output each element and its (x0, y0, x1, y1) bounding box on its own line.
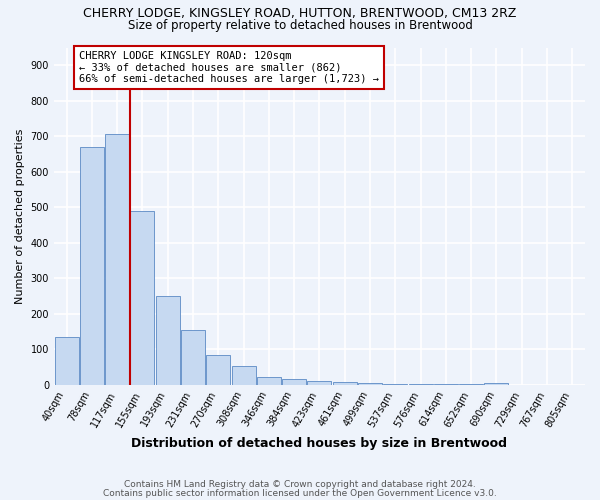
Bar (484, 382, 508, 384)
Bar (257, 377, 281, 384)
Text: CHERRY LODGE, KINGSLEY ROAD, HUTTON, BRENTWOOD, CM13 2RZ: CHERRY LODGE, KINGSLEY ROAD, HUTTON, BRE… (83, 8, 517, 20)
Bar (282, 380, 306, 384)
Bar (333, 382, 357, 384)
Y-axis label: Number of detached properties: Number of detached properties (15, 128, 25, 304)
Text: CHERRY LODGE KINGSLEY ROAD: 120sqm
← 33% of detached houses are smaller (862)
66: CHERRY LODGE KINGSLEY ROAD: 120sqm ← 33%… (79, 51, 379, 84)
Bar (206, 354, 230, 384)
Bar (232, 366, 256, 384)
Bar (156, 296, 180, 384)
Text: Contains public sector information licensed under the Open Government Licence v3: Contains public sector information licen… (103, 488, 497, 498)
X-axis label: Distribution of detached houses by size in Brentwood: Distribution of detached houses by size … (131, 437, 508, 450)
Bar (130, 211, 154, 384)
Bar (55, 337, 79, 384)
Bar (80, 147, 104, 384)
Bar (307, 381, 331, 384)
Bar (105, 134, 129, 384)
Text: Size of property relative to detached houses in Brentwood: Size of property relative to detached ho… (128, 19, 472, 32)
Text: Contains HM Land Registry data © Crown copyright and database right 2024.: Contains HM Land Registry data © Crown c… (124, 480, 476, 489)
Bar (181, 330, 205, 384)
Bar (358, 383, 382, 384)
